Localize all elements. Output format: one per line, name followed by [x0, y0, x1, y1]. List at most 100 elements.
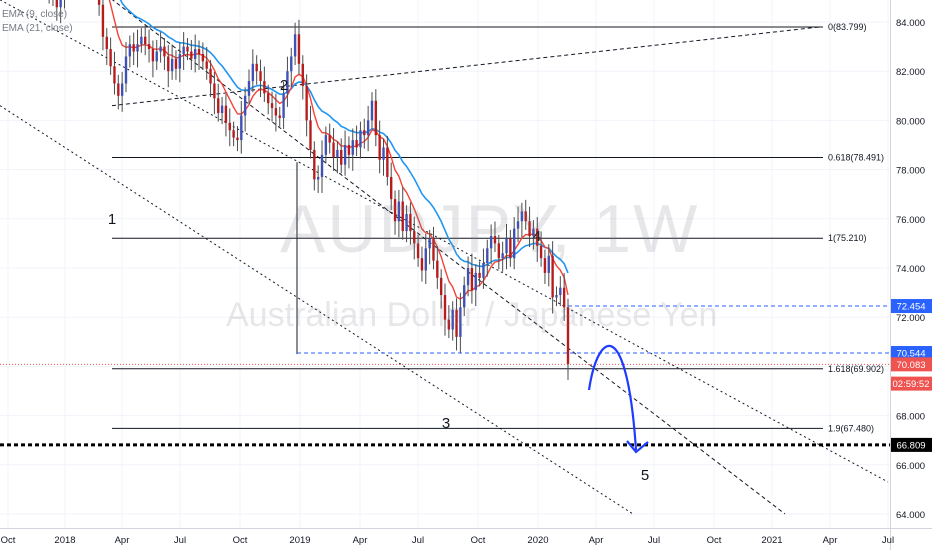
candle-body: [324, 135, 328, 155]
price-axis-tick-label: 76.000: [896, 215, 925, 226]
candle: [174, 50, 178, 80]
time-axis-tick-label: 2021: [761, 535, 782, 546]
candle-body: [224, 105, 228, 123]
candle-body: [409, 213, 412, 232]
candle-body: [347, 145, 351, 155]
chart-annotations: 1 2 3 4 5: [108, 77, 649, 484]
time-axis-tick-label: Jul: [174, 535, 186, 546]
candle-body: [509, 238, 512, 259]
candle: [439, 269, 443, 309]
candle-body: [390, 176, 393, 200]
price-label-text: 70.544: [896, 349, 925, 360]
candle: [144, 25, 147, 56]
candle-body: [113, 66, 116, 84]
price-label-bg: [891, 357, 932, 372]
candle: [182, 32, 185, 70]
candle: [336, 141, 339, 174]
candle-body: [332, 142, 335, 158]
candle-body: [443, 295, 447, 320]
candle-body: [455, 309, 458, 337]
candle-body: [351, 140, 354, 155]
candle: [347, 136, 351, 169]
candle: [163, 37, 166, 70]
channel-lower-line: [0, 105, 634, 515]
ema-21-legend[interactable]: EMA (21, close): [2, 23, 73, 34]
candle-body: [363, 130, 366, 136]
candle: [359, 121, 362, 159]
candle: [428, 229, 431, 265]
candle-body: [536, 228, 539, 246]
candle: [147, 29, 151, 63]
candle-body: [493, 236, 497, 244]
candle-body: [374, 100, 378, 136]
candle: [59, 0, 62, 24]
candle-body: [489, 236, 493, 249]
candle-body: [259, 71, 262, 82]
candle: [301, 55, 304, 100]
candle-body: [539, 245, 543, 259]
candle: [447, 305, 451, 339]
candle-body: [439, 277, 443, 296]
candle: [140, 28, 143, 53]
wave-label-2: 2: [280, 77, 288, 94]
candle-body: [151, 49, 155, 62]
candle: [463, 276, 466, 316]
candle: [293, 22, 297, 66]
price-label-text: 70.083: [896, 360, 925, 371]
price-label: 72.454: [891, 299, 932, 314]
price-axis-tick-label: 66.000: [896, 461, 925, 472]
candle: [278, 106, 281, 127]
candle: [409, 202, 412, 245]
candle-body: [497, 243, 501, 259]
candle: [297, 19, 301, 75]
price-axis-tick-label: 68.000: [896, 412, 925, 423]
candle: [217, 83, 220, 122]
candle-body: [328, 135, 331, 143]
ema-9-legend[interactable]: EMA (9, close): [2, 9, 68, 20]
candle: [512, 217, 516, 270]
candle: [313, 141, 316, 191]
candle-body: [101, 4, 105, 37]
time-axis-tick-label: Apr: [353, 535, 368, 546]
chart-drawings: 0(83.799) 0.618(78.491) 1(75.210) 1.618(69.…: [0, 0, 890, 515]
wave-label-1: 1: [108, 211, 116, 228]
candle: [224, 94, 228, 137]
candle-body: [436, 260, 439, 278]
candle: [343, 130, 347, 176]
candle: [101, 0, 105, 51]
candle: [543, 249, 547, 284]
candle: [520, 202, 524, 238]
time-axis-tick-label: Oct: [1, 535, 16, 546]
candle: [459, 292, 462, 353]
candle: [374, 89, 378, 147]
wave-label-5: 5: [641, 467, 649, 484]
candle-body: [267, 93, 270, 104]
price-axis-tick-label: 64.000: [896, 510, 925, 521]
candle: [48, 0, 50, 4]
candle: [155, 39, 158, 70]
time-axis-tick-label: Apr: [823, 535, 838, 546]
candle-body: [416, 243, 420, 259]
candle-body: [209, 68, 212, 84]
candle-body: [336, 149, 339, 158]
candle: [436, 246, 439, 289]
candle-body: [297, 34, 301, 64]
candle: [413, 216, 416, 260]
candle-body: [144, 36, 147, 45]
candle-body: [205, 61, 208, 69]
candle-body: [217, 98, 220, 114]
candle: [213, 71, 216, 115]
candle-body: [520, 211, 524, 222]
candle: [305, 74, 308, 137]
candle: [209, 60, 212, 98]
candle-body: [566, 307, 570, 364]
candle: [128, 35, 132, 68]
candle: [97, 0, 101, 16]
candle-body: [512, 228, 516, 259]
price-label-bg: [891, 437, 932, 452]
candle-body: [386, 147, 389, 177]
candle: [255, 55, 258, 85]
candle: [486, 239, 489, 277]
candle-body: [140, 36, 143, 45]
